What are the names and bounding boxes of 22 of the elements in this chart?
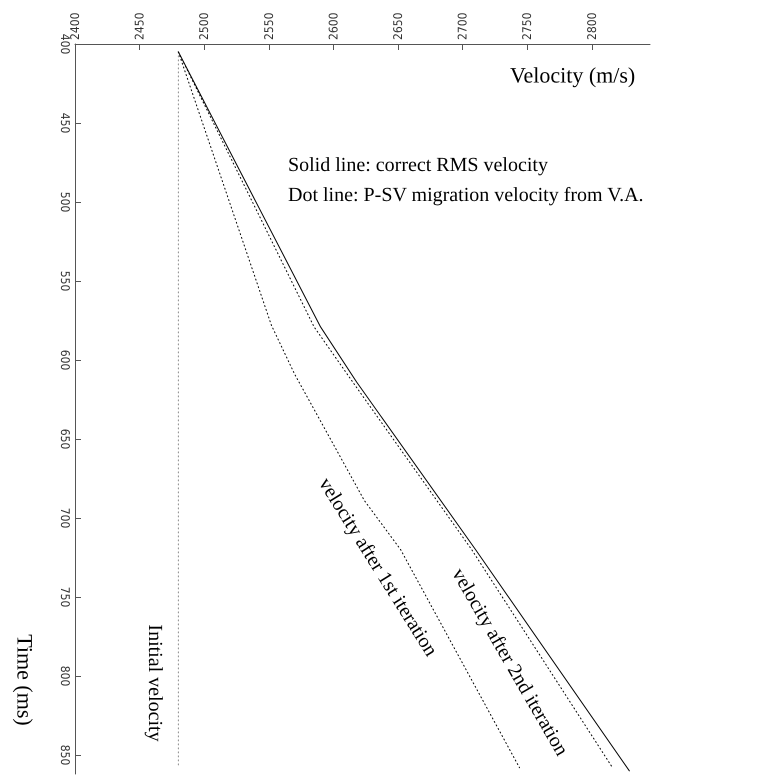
x-tick-label: 2800	[584, 12, 599, 40]
y-tick-label: 600	[58, 350, 72, 370]
y-tick-label: 700	[58, 508, 72, 528]
x-tick-label: 2600	[326, 12, 340, 40]
x-tick-label: 2550	[262, 12, 276, 40]
x-tick-label: 2500	[197, 12, 212, 40]
x-tick-label: 2450	[132, 12, 147, 40]
x-tick-label: 2650	[391, 12, 406, 40]
annotation: Initial velocity	[144, 624, 166, 742]
y-tick-label: 550	[58, 270, 72, 292]
y-tick-label: 850	[58, 744, 72, 766]
annotation: Solid line: correct RMS velocity	[288, 154, 548, 176]
y-tick-label: 650	[58, 428, 72, 450]
y-tick-label: 450	[58, 112, 72, 134]
y-axis-title: Time (ms)	[12, 634, 38, 726]
y-tick-label: 500	[58, 192, 72, 212]
x-axis-title: Velocity (m/s)	[510, 62, 636, 88]
y-tick-label: 750	[58, 586, 72, 608]
x-tick-label: 2750	[520, 12, 534, 40]
annotation: Dot line: P-SV migration velocity from V.A.	[288, 184, 644, 206]
x-tick-label: 2700	[456, 12, 470, 40]
y-tick-label: 800	[58, 666, 72, 686]
